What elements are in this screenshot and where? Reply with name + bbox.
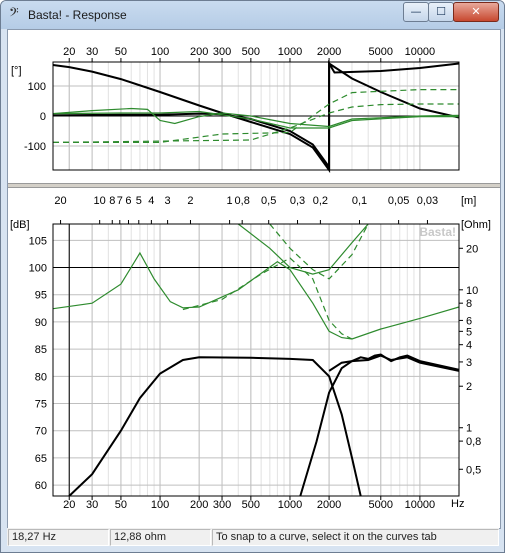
- maximize-button[interactable]: ☐: [428, 2, 454, 22]
- distance-tick-label: 20: [54, 195, 66, 207]
- phase-y-unit: [°]: [11, 65, 22, 77]
- phase-x-tick-label: 300: [213, 46, 231, 58]
- phase-y-tick-label: -100: [24, 141, 46, 153]
- db-tick-label: 80: [35, 371, 47, 383]
- phase-x-tick-label: 2000: [317, 46, 341, 58]
- response-x-tick-label: 20: [63, 499, 75, 511]
- phase-series-5: [52, 103, 459, 143]
- distance-tick-label: 3: [165, 195, 171, 207]
- response-x-tick-label: 5000: [369, 499, 393, 511]
- distance-tick-label: 0,8: [235, 195, 250, 207]
- ohm-tick-label: 0,8: [466, 436, 481, 448]
- phase-x-tick-label: 200: [190, 46, 208, 58]
- title-bar[interactable]: 𝄢 Basta! - Response — ☐ ✕: [1, 1, 504, 29]
- ohm-tick-label: 2: [466, 381, 472, 393]
- ohm-tick-label: 20: [466, 243, 478, 255]
- response-series-5: [269, 224, 369, 280]
- response-x-tick-label: 10000: [405, 499, 436, 511]
- distance-tick-label: 5: [136, 195, 142, 207]
- db-tick-label: 60: [35, 480, 47, 492]
- distance-tick-label: 4: [148, 195, 154, 207]
- response-series-4: [182, 257, 353, 340]
- window-title: Basta! - Response: [28, 8, 127, 22]
- bass-clef-icon: 𝄢: [9, 5, 19, 23]
- ohm-unit: [Ohm]: [461, 219, 491, 231]
- distance-tick-label: 0,5: [261, 195, 276, 207]
- plot-splitter[interactable]: [8, 183, 500, 188]
- phase-x-tick-label: 100: [151, 46, 169, 58]
- minimize-button[interactable]: —: [403, 2, 429, 22]
- db-tick-label: 75: [35, 399, 47, 411]
- ohm-tick-label: 8: [466, 298, 472, 310]
- ohm-tick-label: 6: [466, 315, 472, 327]
- distance-tick-label: 1: [227, 195, 233, 207]
- response-x-unit: Hz: [451, 498, 464, 510]
- phase-plot[interactable]: 20 30 50 100 200 300 500 1000 2000 5000 100001000-…: [8, 30, 500, 183]
- status-hint: To snap to a curve, select it on the cur…: [212, 529, 499, 546]
- response-series-0: [68, 356, 362, 496]
- distance-tick-label: 8: [109, 195, 115, 207]
- response-x-tick-label: 500: [242, 499, 260, 511]
- plot-area: 20 30 50 100 200 300 500 1000 2000 5000 10000 100 0-…: [7, 29, 501, 529]
- db-tick-label: 95: [35, 290, 47, 302]
- response-x-tick-label: 30: [86, 499, 98, 511]
- response-series-3: [53, 251, 459, 340]
- phase-series-1: [52, 59, 460, 171]
- phase-x-tick-label: 10000: [405, 46, 436, 58]
- response-x-tick-label: 50: [115, 499, 127, 511]
- db-tick-label: 105: [29, 235, 47, 247]
- ohm-tick-label: 4: [466, 340, 472, 352]
- distance-tick-label: 10: [94, 195, 106, 207]
- response-series-1: [299, 354, 459, 496]
- phase-x-tick-label: 20: [63, 46, 75, 58]
- distance-unit: [m]: [461, 195, 476, 207]
- db-tick-label: 100: [29, 263, 47, 275]
- response-series-6: [237, 224, 369, 275]
- ohm-tick-label: 1: [466, 423, 472, 435]
- phase-series-4: [53, 88, 459, 144]
- phase-y-tick-label: 0: [40, 111, 46, 123]
- response-plot-frame: [52, 223, 460, 497]
- phase-series-0: [52, 61, 460, 174]
- phase-series-2: [52, 107, 460, 128]
- ohm-tick-label: 3: [466, 357, 472, 369]
- db-tick-label: 65: [35, 453, 47, 465]
- ohm-tick-label: 5: [466, 326, 472, 338]
- phase-x-tick-label: 1000: [278, 46, 302, 58]
- distance-tick-label: 2: [187, 195, 193, 207]
- status-frequency: 18,27 Hz: [8, 529, 109, 546]
- distance-tick-label: 0,03: [417, 195, 438, 207]
- response-plot[interactable]: 20 30 50 100 200 300 500 1000 2000 5000 10000 Hz105…: [8, 186, 500, 528]
- phase-y-tick-label: 100: [28, 81, 46, 93]
- close-button[interactable]: ✕: [453, 2, 499, 22]
- watermark-logo: Basta!: [419, 225, 456, 239]
- response-x-tick-label: 100: [151, 499, 169, 511]
- response-x-tick-label: 1000: [278, 499, 302, 511]
- distance-tick-label: 0,3: [290, 195, 305, 207]
- response-series-2: [328, 353, 459, 372]
- db-tick-label: 70: [35, 426, 47, 438]
- response-x-tick-label: 2000: [317, 499, 341, 511]
- distance-tick-label: 7: [117, 195, 123, 207]
- status-impedance: 12,88 ohm: [110, 529, 211, 546]
- phase-x-tick-label: 500: [242, 46, 260, 58]
- response-x-tick-label: 300: [213, 499, 231, 511]
- phase-plot-frame: [52, 61, 460, 171]
- phase-x-tick-label: 5000: [369, 46, 393, 58]
- phase-series-3: [52, 110, 459, 129]
- db-unit: [dB]: [10, 219, 30, 231]
- distance-tick-label: 6: [125, 195, 131, 207]
- ohm-tick-label: 0,5: [466, 464, 481, 476]
- distance-tick-label: 0,2: [313, 195, 328, 207]
- db-tick-label: 90: [35, 317, 47, 329]
- ohm-tick-label: 10: [466, 285, 478, 297]
- distance-tick-label: 0,05: [388, 195, 409, 207]
- phase-x-tick-label: 50: [115, 46, 127, 58]
- db-tick-label: 85: [35, 344, 47, 356]
- response-x-tick-label: 200: [190, 499, 208, 511]
- status-bar: 18,27 Hz 12,88 ohm To snap to a curve, s…: [7, 528, 499, 546]
- distance-tick-label: 0,1: [352, 195, 367, 207]
- phase-x-tick-label: 30: [86, 46, 98, 58]
